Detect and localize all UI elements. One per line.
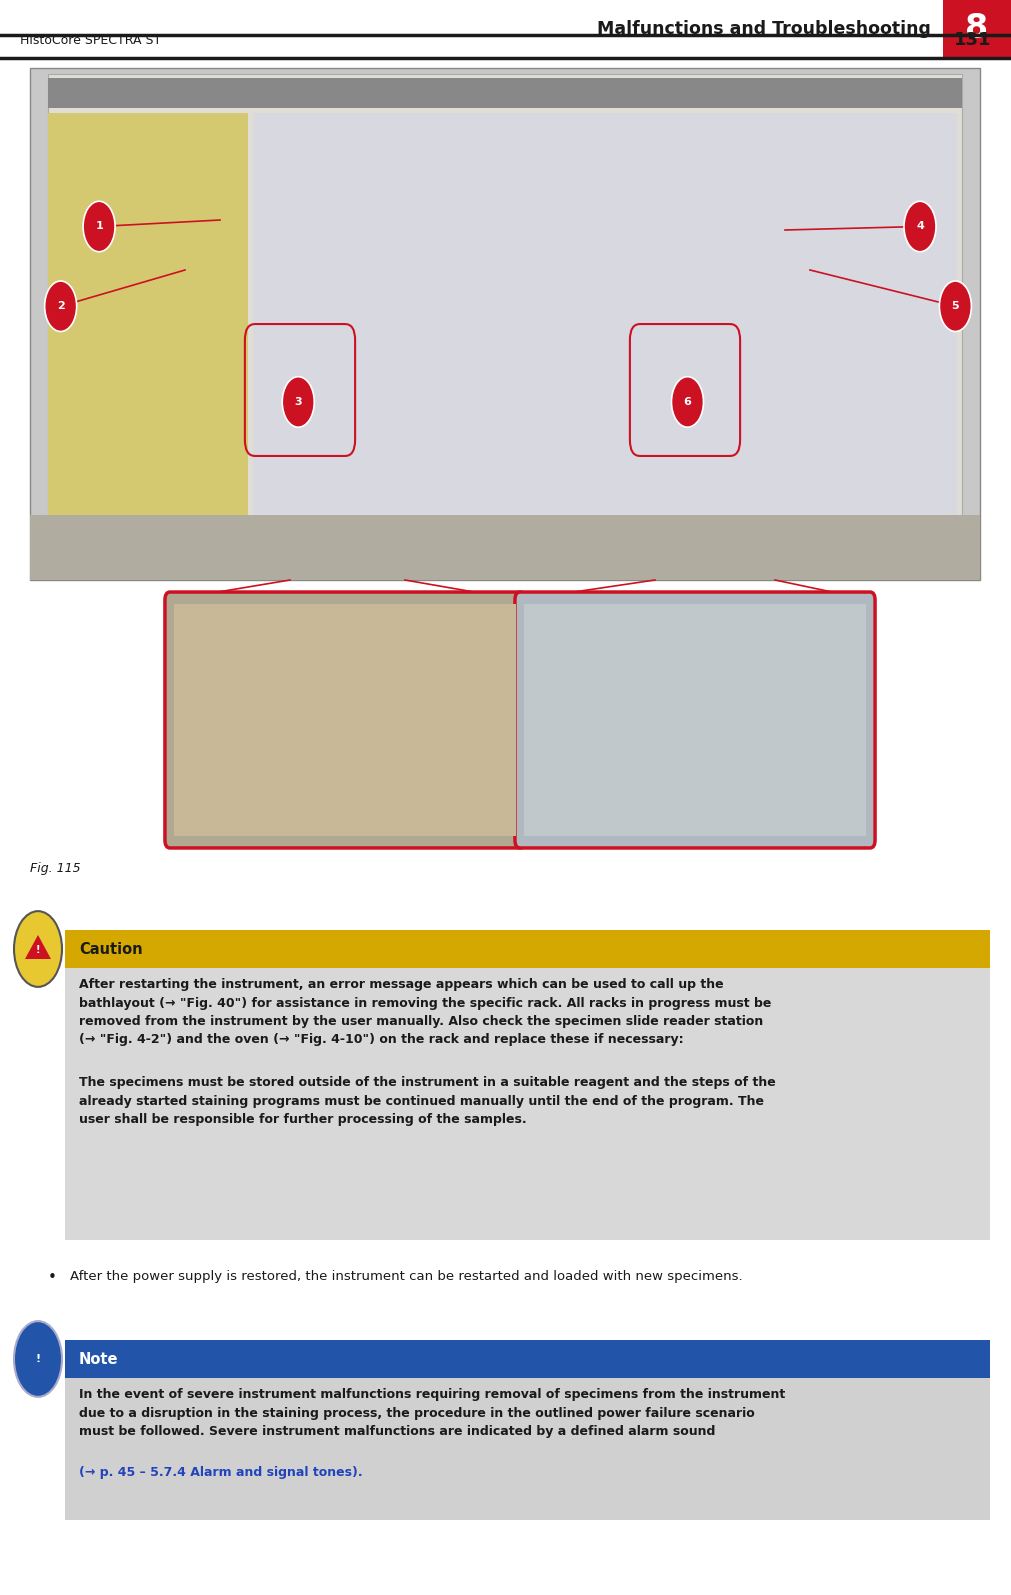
FancyBboxPatch shape (65, 1340, 990, 1378)
Circle shape (671, 376, 704, 427)
FancyBboxPatch shape (48, 113, 248, 541)
FancyBboxPatch shape (30, 515, 980, 581)
FancyBboxPatch shape (165, 592, 525, 849)
Text: After the power supply is restored, the instrument can be restarted and loaded w: After the power supply is restored, the … (70, 1270, 743, 1282)
Circle shape (14, 1321, 62, 1397)
Circle shape (44, 281, 77, 332)
FancyBboxPatch shape (943, 0, 1011, 57)
FancyBboxPatch shape (524, 605, 866, 836)
Text: 4: 4 (916, 222, 924, 231)
Text: 2: 2 (57, 301, 65, 311)
Text: Malfunctions and Troubleshooting: Malfunctions and Troubleshooting (598, 21, 931, 38)
Polygon shape (25, 935, 51, 959)
FancyBboxPatch shape (253, 113, 957, 541)
Text: Note: Note (79, 1351, 118, 1367)
Circle shape (83, 201, 115, 252)
Text: (→ p. 45 – 5.7.4 Alarm and signal tones).: (→ p. 45 – 5.7.4 Alarm and signal tones)… (79, 1466, 363, 1479)
Text: 1: 1 (95, 222, 103, 231)
Text: HistoCore SPECTRA ST: HistoCore SPECTRA ST (20, 33, 161, 46)
FancyBboxPatch shape (48, 78, 962, 108)
FancyBboxPatch shape (65, 930, 990, 968)
Text: 131: 131 (953, 30, 991, 49)
Text: !: ! (35, 944, 40, 955)
Text: The specimens must be stored outside of the instrument in a suitable reagent and: The specimens must be stored outside of … (79, 1077, 775, 1126)
Text: 5: 5 (951, 301, 959, 311)
Text: Fig. 115: Fig. 115 (30, 861, 81, 876)
FancyBboxPatch shape (0, 0, 1011, 57)
Text: After restarting the instrument, an error message appears which can be used to c: After restarting the instrument, an erro… (79, 978, 771, 1046)
Text: 6: 6 (683, 397, 692, 407)
Circle shape (282, 376, 314, 427)
FancyBboxPatch shape (65, 1378, 990, 1520)
FancyBboxPatch shape (65, 968, 990, 1239)
Text: •: • (48, 1270, 57, 1286)
Text: Caution: Caution (79, 941, 143, 957)
Text: 8: 8 (966, 13, 989, 46)
FancyBboxPatch shape (30, 69, 980, 581)
FancyBboxPatch shape (174, 605, 516, 836)
Text: 3: 3 (294, 397, 302, 407)
Circle shape (14, 911, 62, 987)
Text: !: ! (35, 1354, 40, 1364)
FancyBboxPatch shape (515, 592, 876, 849)
FancyBboxPatch shape (48, 73, 962, 569)
Circle shape (939, 281, 972, 332)
Circle shape (904, 201, 936, 252)
Text: In the event of severe instrument malfunctions requiring removal of specimens fr: In the event of severe instrument malfun… (79, 1388, 786, 1439)
